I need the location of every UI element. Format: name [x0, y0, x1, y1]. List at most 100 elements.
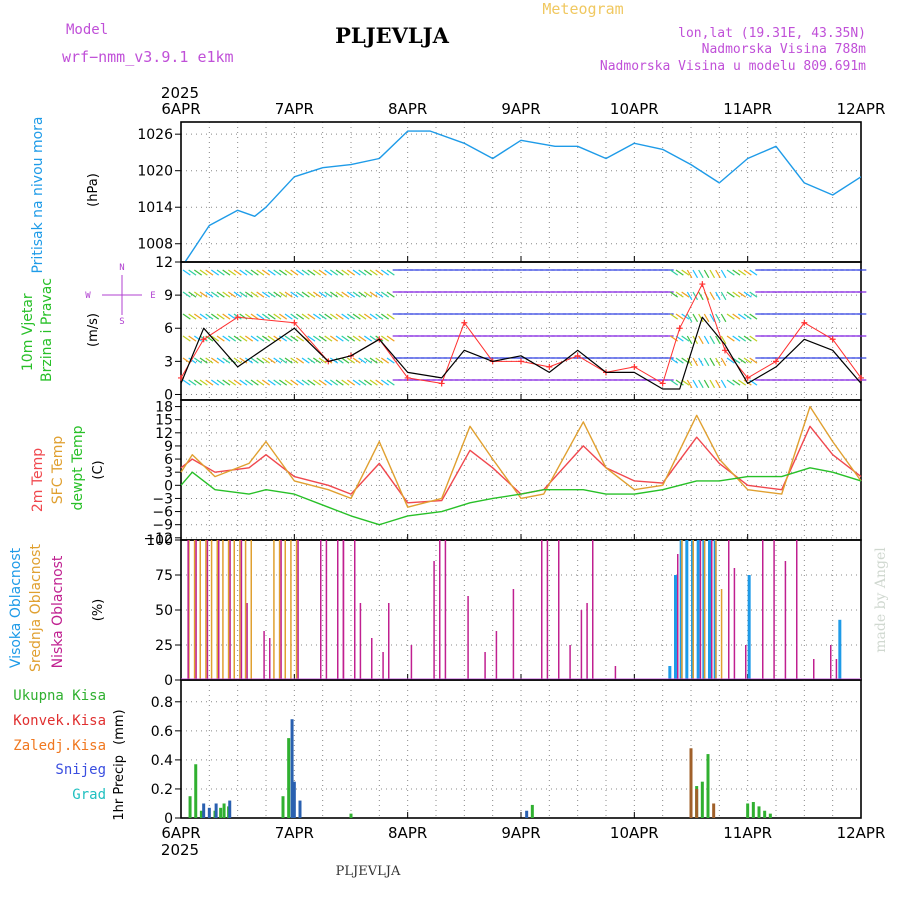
wind-gust-marker: [438, 380, 445, 387]
wind-arrow: [703, 335, 710, 345]
wind-arrow: [222, 357, 231, 364]
cloud-bar: [342, 540, 345, 680]
temp-ylabels: 2m Temp SFC Temp dewpt Temp: [30, 425, 86, 512]
wind-arrow: [182, 269, 191, 276]
wind-arrow: [675, 379, 684, 386]
top-time-label: 6APR: [161, 100, 200, 118]
wind-arrow: [290, 379, 299, 386]
wind-arrow: [369, 335, 378, 342]
wind-arrow: [329, 313, 339, 320]
precip-bar: [199, 810, 203, 818]
y-tick-label: 1026: [137, 127, 173, 143]
wind-arrow: [715, 291, 721, 301]
y-tick-label: 6: [164, 321, 173, 337]
wind-arrow: [227, 269, 237, 276]
wind-arrow: [205, 313, 214, 320]
wind-arrow: [720, 269, 727, 279]
y-tick-label: 0.6: [151, 724, 173, 740]
wind-arrow: [341, 357, 350, 364]
wind-arrow: [681, 379, 690, 386]
panel-cloud: 0 25 50 75 100: [146, 533, 862, 689]
precip-bar: [194, 764, 198, 818]
wind-arrow: [250, 357, 259, 364]
wind-arrow: [726, 291, 735, 298]
cloud-bar: [711, 540, 713, 680]
cloud-bar: [677, 554, 679, 680]
wind-arrow: [669, 313, 679, 320]
cloud-bar: [216, 540, 218, 680]
dew-ylabel: dewpt Temp: [70, 425, 86, 510]
wind-arrow: [216, 313, 225, 320]
wind-arrow: [341, 269, 350, 276]
cloud-bar: [569, 645, 571, 680]
cloud-bar: [290, 540, 292, 680]
wind-arrow: [267, 357, 276, 364]
cloud-bar: [218, 540, 220, 680]
mid-cloud-ylabel: Srednja Oblacnost: [28, 544, 44, 672]
model-label: Model: [66, 22, 108, 38]
y-tick-label: 1014: [137, 200, 173, 216]
cloud-bar: [495, 631, 498, 680]
cloud-ylabels: Visoka Oblacnost Srednja Oblacnost Niska…: [8, 544, 66, 672]
temp-line-2: [180, 467, 862, 526]
precip-bar: [287, 738, 291, 818]
wind-arrow: [352, 335, 361, 342]
wind-arrow: [732, 335, 741, 342]
cloud-bar: [284, 540, 286, 680]
wind-arrow: [737, 357, 747, 364]
wind-arrow: [210, 379, 220, 386]
wind-arrow: [267, 313, 276, 320]
cloud-bar: [371, 638, 373, 680]
legend-hail: Grad: [72, 787, 106, 803]
cloud-bar: [773, 540, 775, 680]
y-tick-label: 9: [164, 439, 173, 455]
precip-ylabel: 1hr Precip (mm): [112, 709, 127, 820]
wind-arrow: [193, 313, 203, 320]
wind-arrow: [715, 335, 721, 345]
wind-arrow: [675, 313, 684, 320]
wind-arrow: [250, 379, 259, 386]
cloud-unit: (%): [91, 599, 106, 622]
wind-arrow: [358, 379, 367, 386]
cloud-bar: [715, 540, 717, 680]
wind-arrow: [295, 313, 305, 320]
y-tick-label: 12: [155, 255, 173, 271]
wind-gust-marker: [631, 363, 638, 370]
wind-arrow: [732, 269, 741, 276]
y-tick-label: 12: [155, 426, 173, 442]
wind-arrow: [686, 313, 693, 323]
wind-arrow: [335, 379, 344, 386]
wind-arrow: [375, 379, 384, 386]
wind-arrow: [335, 269, 344, 276]
precip-bar: [763, 810, 767, 818]
wind-arrow: [324, 313, 333, 320]
wind-arrow: [341, 335, 350, 342]
wind-arrow: [732, 291, 741, 298]
wind-arrow: [324, 335, 333, 342]
wind-arrow: [239, 335, 248, 342]
wind-arrow: [681, 335, 690, 342]
wind-arrow: [199, 291, 208, 298]
cloud-bar: [246, 603, 248, 680]
pressure-ylabel: Pritisak na nivou mora: [30, 116, 46, 273]
wind-arrow: [324, 291, 333, 298]
wind-arrow: [726, 313, 735, 320]
wind-arrow: [290, 313, 299, 320]
cloud-bar: [692, 540, 694, 680]
cloud-bar: [359, 603, 362, 680]
wind-arrow: [720, 291, 727, 301]
wind-arrow: [182, 313, 191, 320]
wind-arrow: [358, 269, 367, 276]
cloud-bar: [410, 645, 413, 680]
wind-arrow: [250, 335, 259, 342]
wind-arrow: [709, 291, 716, 301]
wind-arrow: [324, 269, 333, 276]
y-tick-label: 6: [164, 452, 173, 468]
cloud-bar: [546, 540, 549, 680]
wind-arrow: [329, 335, 339, 342]
wind-arrow: [307, 269, 316, 276]
wind-arrow: [267, 291, 276, 298]
wind-arrow: [199, 379, 208, 386]
wind-arrow: [709, 379, 716, 389]
wind-arrow: [386, 313, 395, 320]
